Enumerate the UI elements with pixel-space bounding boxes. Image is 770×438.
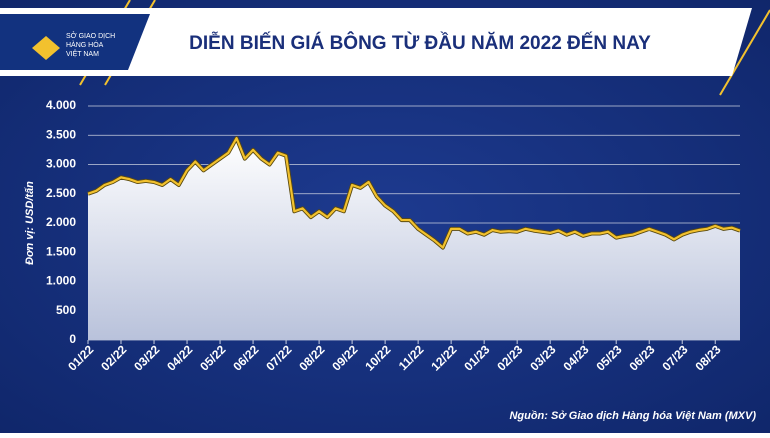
- logo-text: VIỆT NAM: [66, 49, 99, 58]
- y-axis-label: Đơn vị: USD/tấn: [24, 181, 36, 265]
- chart-title: DIỄN BIẾN GIÁ BÔNG TỪ ĐẦU NĂM 2022 ĐẾN N…: [189, 32, 651, 54]
- logo-icon: [32, 36, 60, 60]
- y-tick-label: 3.500: [46, 127, 76, 141]
- y-tick-label: 1.000: [46, 274, 76, 288]
- y-tick-label: 4.000: [46, 98, 76, 112]
- source: Nguồn: Sở Giao dịch Hàng hóa Việt Nam (M…: [509, 410, 756, 422]
- decor: [719, 9, 770, 96]
- area: [88, 138, 740, 340]
- logo-box: [0, 14, 150, 70]
- y-tick-label: 500: [56, 303, 76, 317]
- logo-text: SỞ GIAO DỊCH: [66, 31, 115, 40]
- logo-text: HÀNG HÓA: [66, 40, 104, 49]
- y-tick-label: 0: [69, 332, 76, 346]
- line: [87, 137, 741, 249]
- y-tick-label: 3.000: [46, 157, 76, 171]
- y-tick-label: 2.000: [46, 215, 76, 229]
- y-tick-label: 1.500: [46, 244, 76, 258]
- banner: [0, 8, 752, 76]
- y-tick-label: 2.500: [46, 186, 76, 200]
